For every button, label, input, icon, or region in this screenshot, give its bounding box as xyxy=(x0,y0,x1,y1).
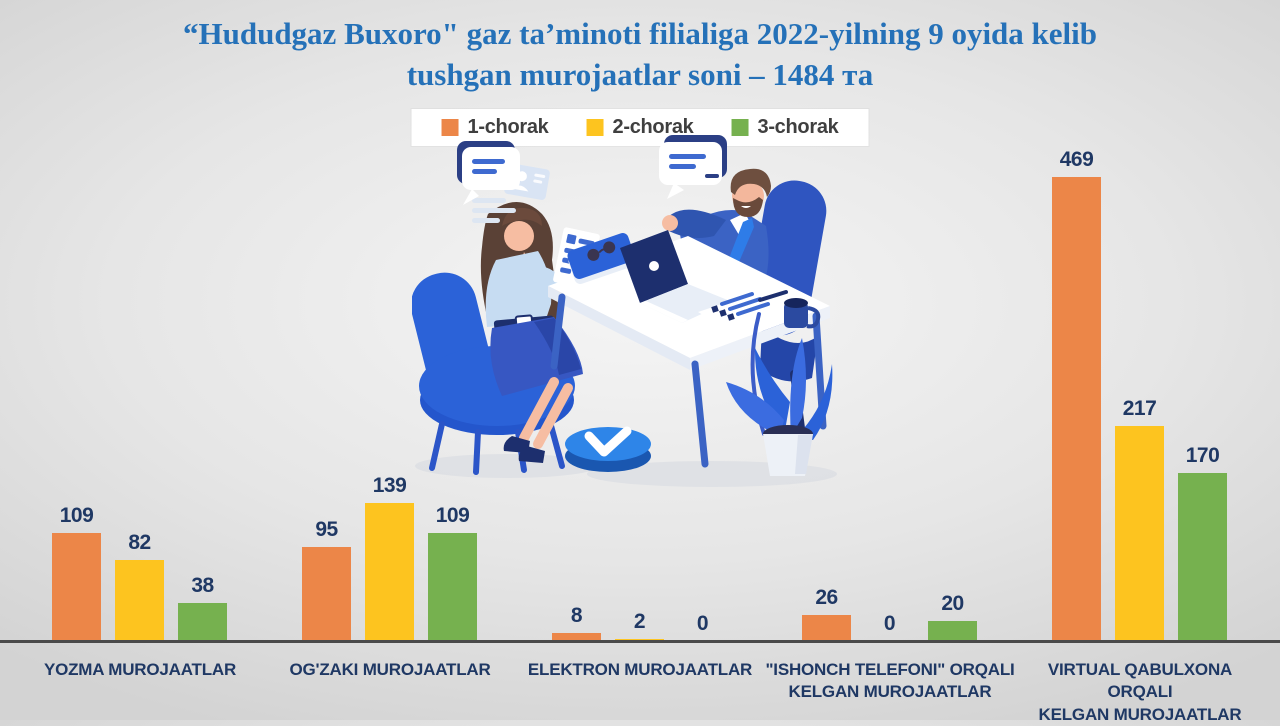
speech-bubble-icon-left xyxy=(457,141,520,205)
value-label: 20 xyxy=(941,592,964,615)
bar-group-2: 95 139 109 xyxy=(302,474,477,641)
value-label: 8 xyxy=(570,604,583,627)
bar-column: 82 xyxy=(115,531,164,641)
bar-2-chorak xyxy=(115,560,164,641)
legend-item-3-chorak: 3-chorak xyxy=(731,116,839,139)
potted-plant-icon xyxy=(726,312,833,476)
checklist-icon xyxy=(698,290,788,326)
bar-column: 217 xyxy=(1115,397,1164,641)
bar-column: 95 xyxy=(302,518,351,641)
value-label: 2 xyxy=(633,610,646,633)
legend-label: 1-chorak xyxy=(467,116,549,138)
legend-swatch xyxy=(731,119,749,136)
category-label: VIRTUAL QABULXONA ORQALI KELGAN MUROJAATL… xyxy=(1038,660,1242,724)
bar-column: 109 xyxy=(52,504,101,641)
speech-bubble-icon-right xyxy=(659,135,727,199)
bar-3-chorak xyxy=(1178,473,1227,641)
bar-column: 170 xyxy=(1178,444,1227,641)
chart-title: “Hududgaz Buxoro" gaz ta’minoti filialig… xyxy=(0,14,1280,96)
chart-title-line1: “Hududgaz Buxoro" gaz ta’minoti filialig… xyxy=(182,16,1098,51)
bar-3-chorak xyxy=(928,621,977,641)
book-icon xyxy=(567,233,636,284)
category-label: OG'ZAKI MUROJAATLAR xyxy=(289,660,491,679)
bar-group-4: 26 0 20 xyxy=(802,586,977,641)
shadow xyxy=(415,454,599,478)
bar-group-3: 8 2 0 xyxy=(552,604,727,641)
bar-column: 2 xyxy=(615,610,664,641)
value-label: 0 xyxy=(696,612,709,635)
x-axis-line xyxy=(0,640,1280,643)
legend-item-2-chorak: 2-chorak xyxy=(586,116,694,139)
value-label: 82 xyxy=(128,531,151,554)
bar-column: 38 xyxy=(178,574,227,641)
bar-3-chorak xyxy=(178,603,227,641)
bar-2-chorak xyxy=(1115,426,1164,641)
bar-2-chorak xyxy=(365,503,414,641)
bar-column: 0 xyxy=(678,612,727,641)
bar-column: 469 xyxy=(1052,148,1101,641)
bar-column: 26 xyxy=(802,586,851,641)
bar-1-chorak xyxy=(1052,177,1101,641)
legend-swatch xyxy=(441,119,459,136)
clock-check-icon xyxy=(565,426,651,472)
value-label: 217 xyxy=(1122,397,1157,420)
bar-group-1: 109 82 38 xyxy=(52,504,227,641)
value-label: 109 xyxy=(435,504,470,527)
bar-1-chorak xyxy=(802,615,851,641)
value-label: 139 xyxy=(372,474,407,497)
bar-column: 109 xyxy=(428,504,477,641)
category-label: YOZMA MUROJAATLAR xyxy=(43,660,237,679)
mug-icon xyxy=(784,298,821,329)
value-label: 95 xyxy=(315,518,338,541)
category-label: "ISHONCH TELEFONI" ORQALI KELGAN MUROJAAT… xyxy=(765,660,1015,702)
laptop-icon xyxy=(620,230,730,323)
bar-1-chorak xyxy=(302,547,351,641)
legend: 1-chorak 2-chorak 3-chorak xyxy=(411,109,869,146)
text-lines-decor xyxy=(472,198,516,223)
bar-1-chorak xyxy=(52,533,101,641)
value-label: 170 xyxy=(1185,444,1220,467)
pen-icon xyxy=(758,290,788,302)
chart-title-line2: tushgan murojaatlar soni – 1484 та xyxy=(406,56,874,92)
bar-1-chorak xyxy=(552,633,601,641)
bar-column: 20 xyxy=(928,592,977,641)
value-label: 26 xyxy=(815,586,838,609)
category-label: ELEKTRON MUROJAATLAR xyxy=(527,660,753,679)
consultation-illustration xyxy=(412,135,837,487)
value-label: 0 xyxy=(883,612,896,635)
legend-label: 3-chorak xyxy=(757,116,839,138)
value-label: 109 xyxy=(59,504,94,527)
bar-column: 0 xyxy=(865,612,914,641)
value-label: 469 xyxy=(1059,148,1094,171)
bar-column: 139 xyxy=(365,474,414,641)
value-label: 38 xyxy=(191,574,214,597)
bar-column: 8 xyxy=(552,604,601,641)
legend-label: 2-chorak xyxy=(612,116,694,138)
bar-group-5: 469 217 170 xyxy=(1052,148,1227,641)
glasses-icon xyxy=(587,241,616,261)
legend-item-1-chorak: 1-chorak xyxy=(441,116,549,139)
bar-3-chorak xyxy=(428,533,477,641)
legend-swatch xyxy=(586,119,604,136)
